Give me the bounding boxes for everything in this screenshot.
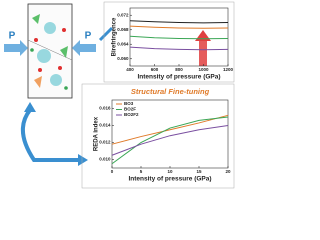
cycle-arrow	[98, 26, 114, 42]
x-tick-label: 20	[225, 169, 231, 174]
chart-title: Structural Fine-tuning	[131, 87, 210, 96]
data-line	[111, 125, 229, 156]
data-line	[129, 35, 229, 40]
pressure-label: P	[85, 31, 92, 42]
x-tick-label: 15	[196, 169, 202, 174]
x-tick-label: 10	[167, 169, 173, 174]
crystal-structure	[27, 3, 73, 99]
legend-label: BO2F2	[124, 112, 139, 117]
pressure-arrow	[4, 40, 28, 56]
figure: P P 0.060 0.064 0.068 0.072 400 600 800 1000 120…	[4, 1, 235, 189]
pressure-arrow	[72, 40, 96, 56]
cycle-arrow	[78, 154, 88, 166]
data-line	[129, 25, 229, 29]
y-tick-label: 0.068	[117, 27, 129, 32]
panel-frame	[103, 1, 235, 83]
data-line	[129, 46, 229, 51]
trend-arrow	[199, 40, 207, 66]
y-tick-label: 0.014	[99, 123, 111, 128]
data-line	[129, 20, 229, 24]
panel-frame	[81, 83, 235, 189]
cycle-arrow	[24, 102, 36, 112]
x-tick-label: 800	[175, 67, 183, 72]
legend-label: BO3	[124, 101, 134, 106]
y-tick-label: 0.072	[117, 12, 129, 17]
trend-arrow	[195, 30, 211, 41]
cycle-arrow	[21, 108, 78, 162]
x-tick-label: 600	[151, 67, 159, 72]
x-tick-label: 5	[140, 169, 143, 174]
x-tick-label: 0	[111, 169, 114, 174]
x-axis-label: Intensity of pressure (GPa)	[137, 74, 220, 81]
x-tick-label: 1000	[198, 67, 209, 72]
x-tick-label: 1200	[223, 67, 234, 72]
y-axis-label: Birefringence	[112, 17, 118, 56]
y-tick-label: 0.012	[99, 140, 111, 145]
x-axis-label: Intensity of pressure (GPa)	[128, 176, 211, 183]
x-tick-label: 400	[126, 67, 134, 72]
y-tick-label: 0.010	[99, 157, 111, 162]
y-tick-label: 0.064	[117, 41, 129, 46]
y-tick-label: 0.060	[117, 56, 129, 61]
y-tick-label: 0.016	[99, 106, 111, 111]
data-line	[111, 116, 229, 165]
y-axis-label: REDA index	[94, 116, 100, 151]
legend-label: BO2F	[124, 107, 136, 112]
data-line	[111, 114, 229, 145]
pressure-label: P	[9, 31, 16, 42]
